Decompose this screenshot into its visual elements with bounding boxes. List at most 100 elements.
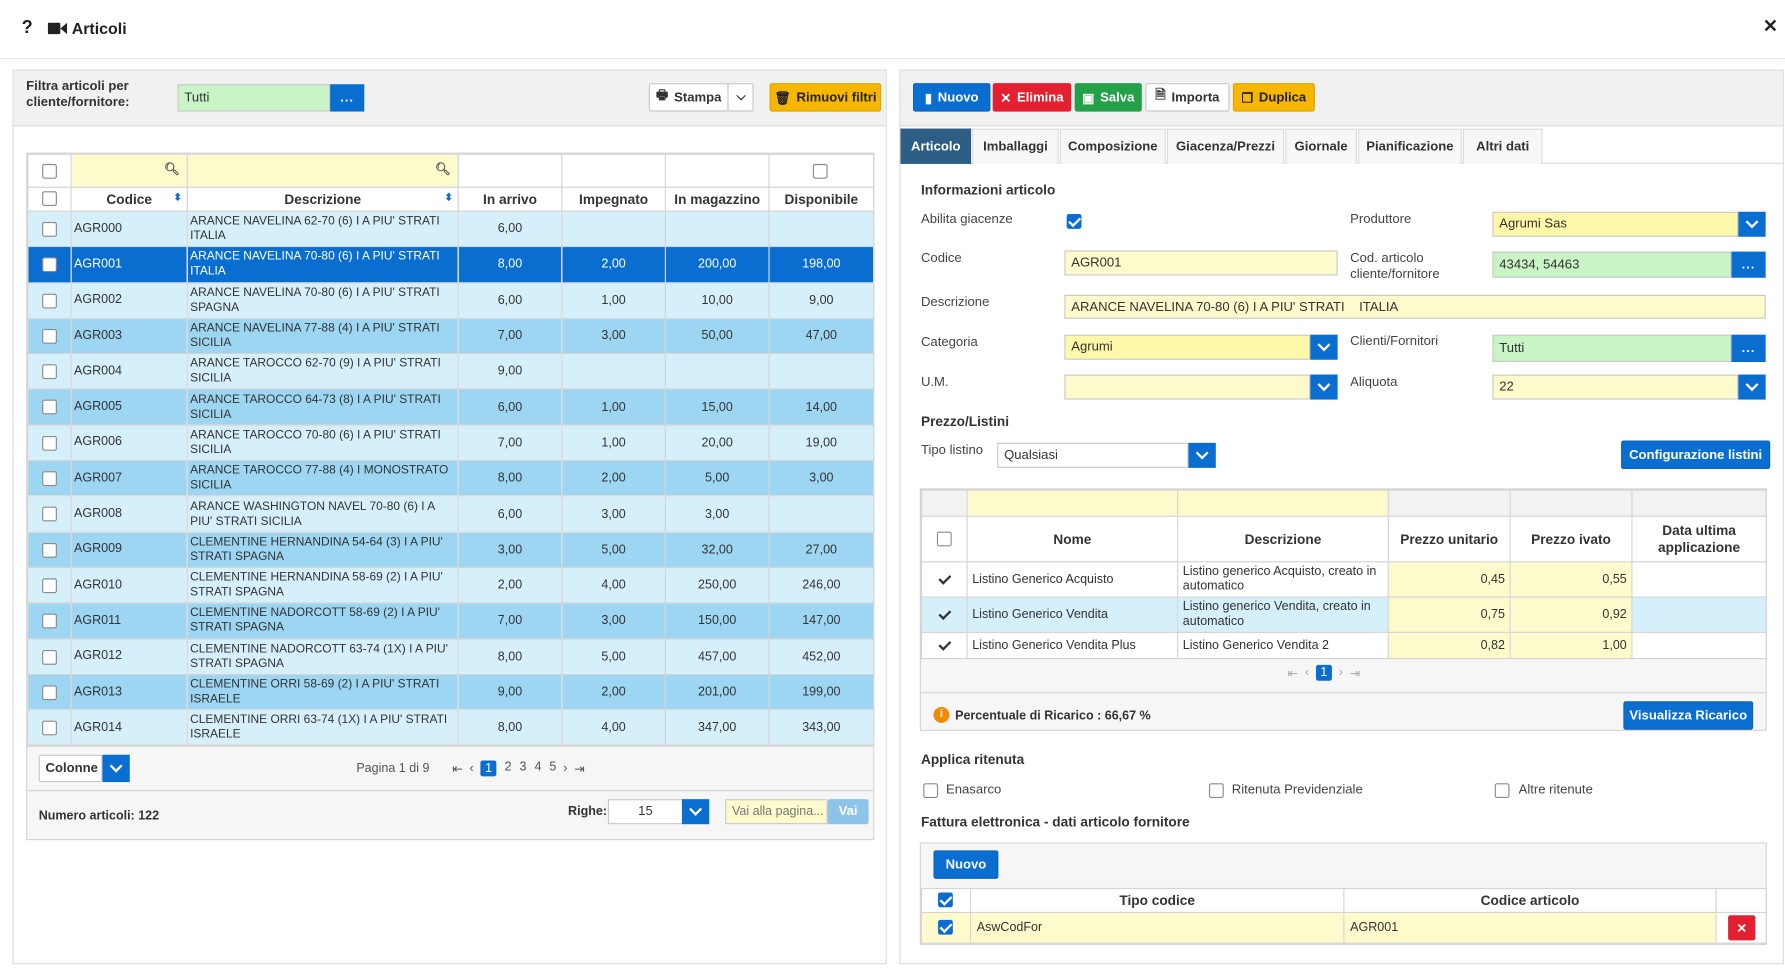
page-number[interactable]: 1	[1315, 664, 1332, 681]
delete-row-button[interactable]: ✕	[1728, 915, 1756, 941]
print-options-dropdown[interactable]	[727, 83, 754, 112]
aliquota-select[interactable]: 22	[1492, 374, 1739, 400]
categoria-select[interactable]: Agrumi	[1064, 334, 1311, 360]
table-row[interactable]: AGR008 ARANCE WASHINGTON NAVEL 70-80 (6) …	[27, 495, 875, 533]
listini-select-all-checkbox[interactable]	[936, 531, 952, 547]
search-icon[interactable]: 🔍︎	[434, 162, 451, 177]
listino-row[interactable]: Listino Generico Vendita Listino generico…	[920, 596, 1767, 633]
next-page-icon[interactable]: ›	[563, 761, 568, 776]
produttore-select[interactable]: Agrumi Sas	[1492, 211, 1739, 237]
column-header-descrizione[interactable]: Descrizione ⬍	[186, 186, 459, 212]
first-page-icon[interactable]: ⇤	[1287, 666, 1299, 681]
listino-row[interactable]: Listino Generico Acquisto Listino generic…	[920, 561, 1767, 598]
columns-dropdown[interactable]	[102, 754, 130, 783]
table-row[interactable]: AGR010 CLEMENTINE HERNANDINA 58-69 (2) I …	[27, 566, 875, 604]
table-row[interactable]: AGR005 ARANCE TAROCCO 64-73 (8) I A PIU' …	[27, 388, 875, 426]
fattura-new-button[interactable]: Nuovo	[933, 850, 999, 879]
tab-imballaggi[interactable]: Imballaggi	[972, 128, 1059, 164]
save-button[interactable]: ▣ Salva	[1074, 83, 1142, 112]
page-number[interactable]: 4	[534, 760, 542, 775]
prev-page-icon[interactable]: ‹	[469, 761, 474, 776]
goto-page-button[interactable]: Vai	[827, 799, 869, 825]
column-header-prezzo-ivato[interactable]: Prezzo ivato	[1509, 515, 1633, 563]
fattura-row-checkbox[interactable]	[938, 919, 953, 935]
column-header-data-ultima[interactable]: Data ultima applicazione	[1631, 515, 1767, 563]
produttore-dropdown[interactable]	[1738, 211, 1766, 237]
next-page-icon[interactable]: ›	[1338, 665, 1343, 680]
column-header-nome[interactable]: Nome	[966, 515, 1179, 563]
table-row[interactable]: AGR011 CLEMENTINE NADORCOTT 58-69 (2) I A…	[27, 602, 875, 640]
row-checkbox[interactable]	[42, 542, 57, 558]
listino-row[interactable]: Listino Generico Vendita Plus Listino Gen…	[920, 631, 1767, 660]
print-button[interactable]: 🖶 Stampa	[648, 83, 729, 112]
fattura-codice-articolo[interactable]: AGR001	[1343, 911, 1717, 944]
cell-pu[interactable]: 0,82	[1387, 631, 1511, 660]
column-header-in-magazzino[interactable]: In magazzino	[664, 186, 770, 212]
tab-altri-dati[interactable]: Altri dati	[1462, 128, 1543, 164]
cell-pu[interactable]: 0,45	[1387, 561, 1511, 598]
row-checkbox[interactable]	[42, 257, 57, 273]
row-checkbox[interactable]	[42, 221, 57, 237]
description-filter-cell[interactable]: 🔍︎	[186, 153, 459, 188]
rows-per-page-select[interactable]: 15	[607, 799, 684, 825]
column-header-codice-articolo[interactable]: Codice articolo	[1343, 887, 1717, 913]
column-header-tipo-codice[interactable]: Tipo codice	[969, 887, 1345, 913]
available-filter-checkbox[interactable]	[812, 163, 828, 179]
um-select[interactable]	[1064, 374, 1311, 400]
table-row[interactable]: AGR009 CLEMENTINE HERNANDINA 54-64 (3) I …	[27, 531, 875, 569]
table-row[interactable]: AGR003 ARANCE NAVELINA 77-88 (4) I A PIU'…	[27, 317, 875, 355]
row-checkbox[interactable]	[42, 578, 57, 594]
sort-icon[interactable]: ⬍	[173, 191, 183, 203]
categoria-dropdown[interactable]	[1310, 334, 1338, 360]
page-number[interactable]: 1	[480, 760, 497, 777]
config-listini-button[interactable]: Configurazione listini	[1621, 440, 1771, 470]
row-checkbox[interactable]	[42, 293, 57, 309]
rows-per-page-dropdown[interactable]	[681, 799, 710, 825]
cell-pi[interactable]: 0,55	[1509, 561, 1633, 598]
aliquota-dropdown[interactable]	[1738, 374, 1766, 400]
table-row[interactable]: AGR004 ARANCE TAROCCO 62-70 (9) I A PIU' …	[27, 353, 875, 390]
page-number[interactable]: 3	[519, 760, 527, 775]
row-checkbox[interactable]	[42, 328, 57, 344]
sort-icon[interactable]: ⬍	[444, 191, 454, 203]
table-row[interactable]: AGR006 ARANCE TAROCCO 70-80 (6) I A PIU' …	[27, 424, 875, 462]
descrizione-filter-cell[interactable]	[1177, 489, 1389, 517]
row-checkbox[interactable]	[42, 435, 57, 451]
altre-ritenute-checkbox[interactable]	[1494, 783, 1510, 799]
code-filter-cell[interactable]: 🔍︎	[70, 153, 188, 188]
filter-checkbox[interactable]	[42, 163, 57, 179]
remove-filters-button[interactable]: 🗑 Rimuovi filtri	[769, 83, 882, 112]
table-row[interactable]: AGR007 ARANCE TAROCCO 77-88 (4) I MONOSTR…	[27, 459, 875, 497]
fattura-tipo-codice[interactable]: AswCodFor	[969, 911, 1345, 944]
last-page-icon[interactable]: ⇥	[574, 762, 585, 776]
row-checkbox[interactable]	[42, 613, 57, 629]
tab-composizione[interactable]: Composizione	[1059, 128, 1166, 164]
import-button[interactable]: 🗎 Importa	[1145, 83, 1230, 112]
tipo-listino-dropdown[interactable]	[1188, 442, 1216, 468]
codart-input[interactable]: 43434, 54463	[1492, 251, 1732, 278]
um-dropdown[interactable]	[1310, 374, 1338, 400]
columns-button[interactable]: Colonne	[38, 754, 103, 783]
fattura-select-all-checkbox[interactable]	[938, 892, 953, 908]
filter-customer-lookup-button[interactable]: ...	[330, 84, 365, 112]
table-row[interactable]: AGR001 ARANCE NAVELINA 70-80 (6) I A PIU'…	[27, 246, 875, 284]
page-number[interactable]: 5	[549, 760, 557, 775]
table-row[interactable]: AGR002 ARANCE NAVELINA 70-80 (6) I A PIU'…	[27, 281, 875, 319]
cell-pu[interactable]: 0,75	[1387, 596, 1511, 633]
clienti-lookup-button[interactable]: ...	[1731, 334, 1766, 363]
codart-lookup-button[interactable]: ...	[1731, 251, 1766, 278]
enasarco-checkbox[interactable]	[923, 783, 939, 799]
duplicate-button[interactable]: ❐ Duplica	[1232, 83, 1315, 112]
close-icon[interactable]: ✕	[1762, 17, 1779, 37]
table-row[interactable]: AGR000 ARANCE NAVELINA 62-70 (6) I A PIU'…	[27, 210, 875, 248]
column-header-codice[interactable]: Codice ⬍	[70, 186, 188, 212]
column-header-disponibile[interactable]: Disponibile	[768, 186, 875, 212]
last-page-icon[interactable]: ⇥	[1349, 666, 1361, 681]
goto-page-input[interactable]: Vai alla pagina...	[725, 799, 828, 825]
search-icon[interactable]: 🔍︎	[163, 162, 180, 177]
column-header-in-arrivo[interactable]: In arrivo	[457, 186, 563, 212]
row-checkbox[interactable]	[42, 400, 57, 415]
row-checkbox[interactable]	[42, 471, 57, 487]
column-header-prezzo-unitario[interactable]: Prezzo unitario	[1387, 515, 1511, 563]
tab-giornale[interactable]: Giornale	[1285, 128, 1357, 164]
